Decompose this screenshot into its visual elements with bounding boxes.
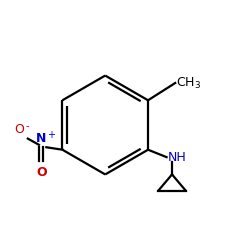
Text: +: + xyxy=(47,130,55,140)
Text: N: N xyxy=(36,132,46,145)
Text: NH: NH xyxy=(168,151,186,164)
Text: -: - xyxy=(25,121,29,131)
Text: O: O xyxy=(36,166,47,179)
Text: O: O xyxy=(14,123,24,136)
Text: CH$_3$: CH$_3$ xyxy=(176,76,202,90)
